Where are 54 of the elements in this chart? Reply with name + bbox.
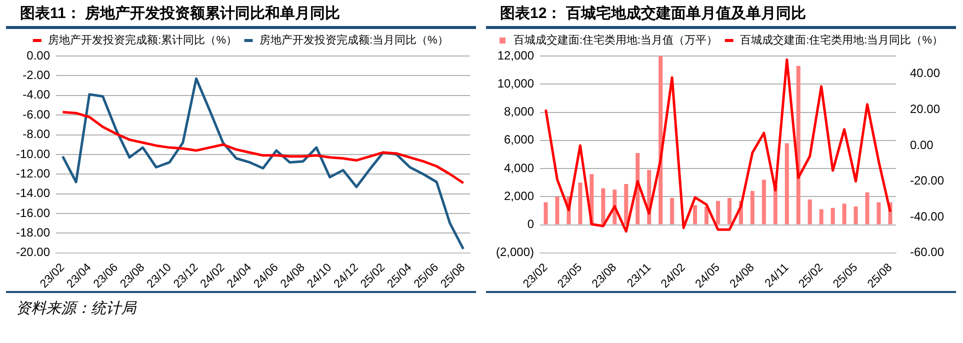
text: 资料来源：统计局 — [16, 301, 136, 317]
y-tick-label: 10,000 — [497, 76, 534, 90]
bar — [819, 209, 824, 224]
bar — [601, 188, 606, 224]
y2-tick-label: -40.00 — [910, 209, 944, 224]
y-tick-label: 8,000 — [504, 104, 534, 119]
y-tick-label: 0 — [527, 217, 534, 232]
legend-label: 房地产开发投资完成额:当月同比（%） — [260, 34, 448, 47]
bar — [808, 199, 812, 224]
y-tick-label: 12,000 — [497, 48, 534, 62]
y-tick-label: -18.00 — [16, 226, 50, 240]
y-tick-label: -14.00 — [16, 186, 50, 200]
y-tick-label: 4,000 — [504, 160, 534, 175]
bar — [762, 180, 766, 224]
y2-tick-label: -60.00 — [910, 245, 944, 260]
y-tick-label: 6,000 — [504, 132, 534, 147]
legend-label: 百城成交建面:住宅类用地:当月值（万平） — [513, 34, 718, 47]
bar — [854, 206, 858, 224]
y2-tick-label: 40.00 — [910, 66, 940, 80]
y2-tick-label: 20.00 — [910, 102, 940, 116]
y-tick-label: -6.00 — [22, 107, 50, 122]
bar — [727, 198, 732, 224]
bar — [544, 202, 548, 224]
bar — [865, 192, 870, 224]
y-tick-label: -16.00 — [16, 206, 50, 220]
y2-tick-label: 0.00 — [910, 138, 934, 152]
y-tick-label: -4.00 — [22, 88, 50, 102]
legend-label: 百城成交建面:住宅类用地:当月同比（%） — [740, 34, 944, 47]
legend-label: 房地产开发投资完成额:累计同比（%） — [48, 34, 238, 47]
chart-title: 图表12： 百城宅地成交建面单月值及单月同比 — [486, 0, 956, 29]
y2-tick-label: -20.00 — [910, 174, 944, 188]
chart-title: 图表11： 房地产开发投资额累计同比和单月同比 — [6, 0, 476, 29]
bar — [784, 143, 789, 224]
bar — [658, 56, 663, 224]
bar — [830, 208, 835, 224]
bar — [796, 66, 800, 224]
bar — [842, 204, 846, 224]
y-tick-label: 0.00 — [26, 48, 50, 62]
bar — [578, 182, 582, 224]
y-tick-label: 2,000 — [504, 188, 534, 203]
bar — [670, 198, 674, 224]
bar — [876, 202, 881, 224]
bar — [750, 191, 754, 224]
y-tick-label: -2.00 — [22, 68, 50, 82]
y-tick-label: -20.00 — [16, 245, 50, 260]
bar — [716, 200, 720, 224]
bar — [693, 205, 698, 224]
y-tick-label: -12.00 — [16, 166, 50, 180]
bar — [704, 206, 709, 224]
y-tick-label: -8.00 — [22, 127, 50, 142]
bar — [624, 184, 628, 224]
y-tick-label: (2,000) — [496, 245, 534, 260]
y-tick-label: -10.00 — [16, 146, 50, 161]
bar — [555, 196, 560, 224]
